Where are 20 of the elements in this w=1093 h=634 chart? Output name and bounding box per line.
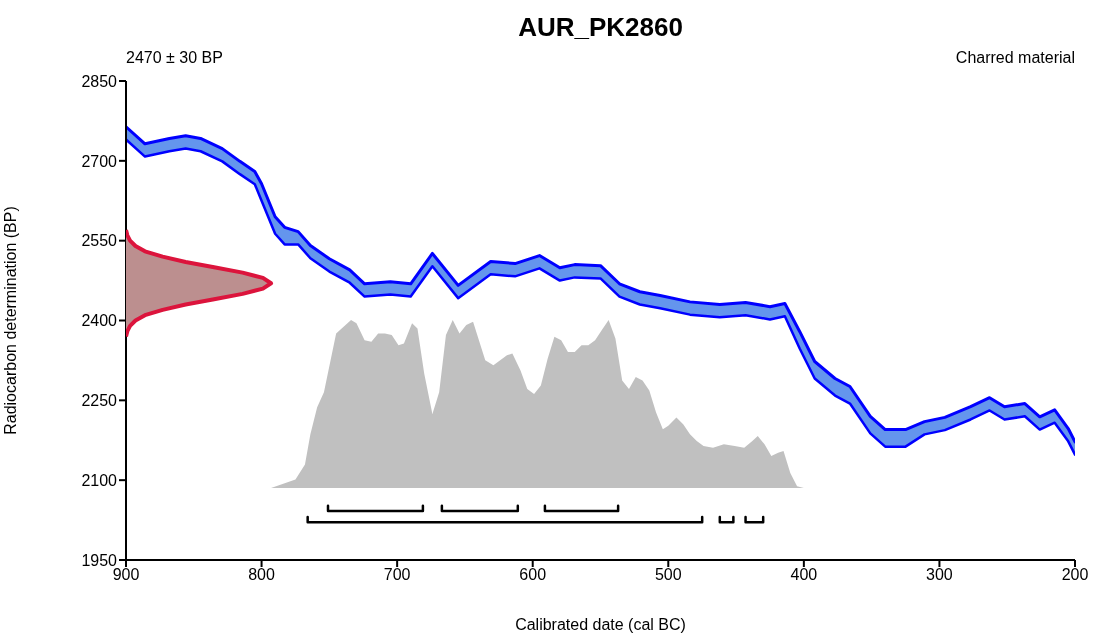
y-tick-label: 1950 [81, 551, 118, 569]
y-tick-label: 2850 [81, 72, 118, 90]
y-tick-label: 2100 [81, 471, 118, 489]
y-tick-label: 2550 [81, 232, 118, 250]
x-tick-label: 200 [1061, 566, 1089, 584]
x-tick-label: 400 [790, 566, 818, 584]
x-axis-title: Calibrated date (cal BC) [515, 616, 686, 633]
y-tick-label: 2250 [81, 392, 118, 410]
y-axis-title: Radiocarbon determination (BP) [1, 206, 19, 435]
x-tick-label: 300 [926, 566, 953, 584]
text: Charred material [955, 49, 1075, 67]
y-tick-label: 2400 [81, 312, 118, 330]
x-tick-label: 900 [112, 566, 140, 584]
chart-title: AUR_PK2860 [517, 12, 684, 43]
x-tick-label: 700 [383, 566, 411, 584]
x-tick-label: 600 [519, 566, 547, 584]
y-tick-label: 2700 [81, 152, 118, 170]
x-tick-label: 500 [654, 566, 682, 584]
x-tick-label: 800 [248, 566, 276, 584]
text: 2470 ± 30 BP [126, 49, 223, 67]
